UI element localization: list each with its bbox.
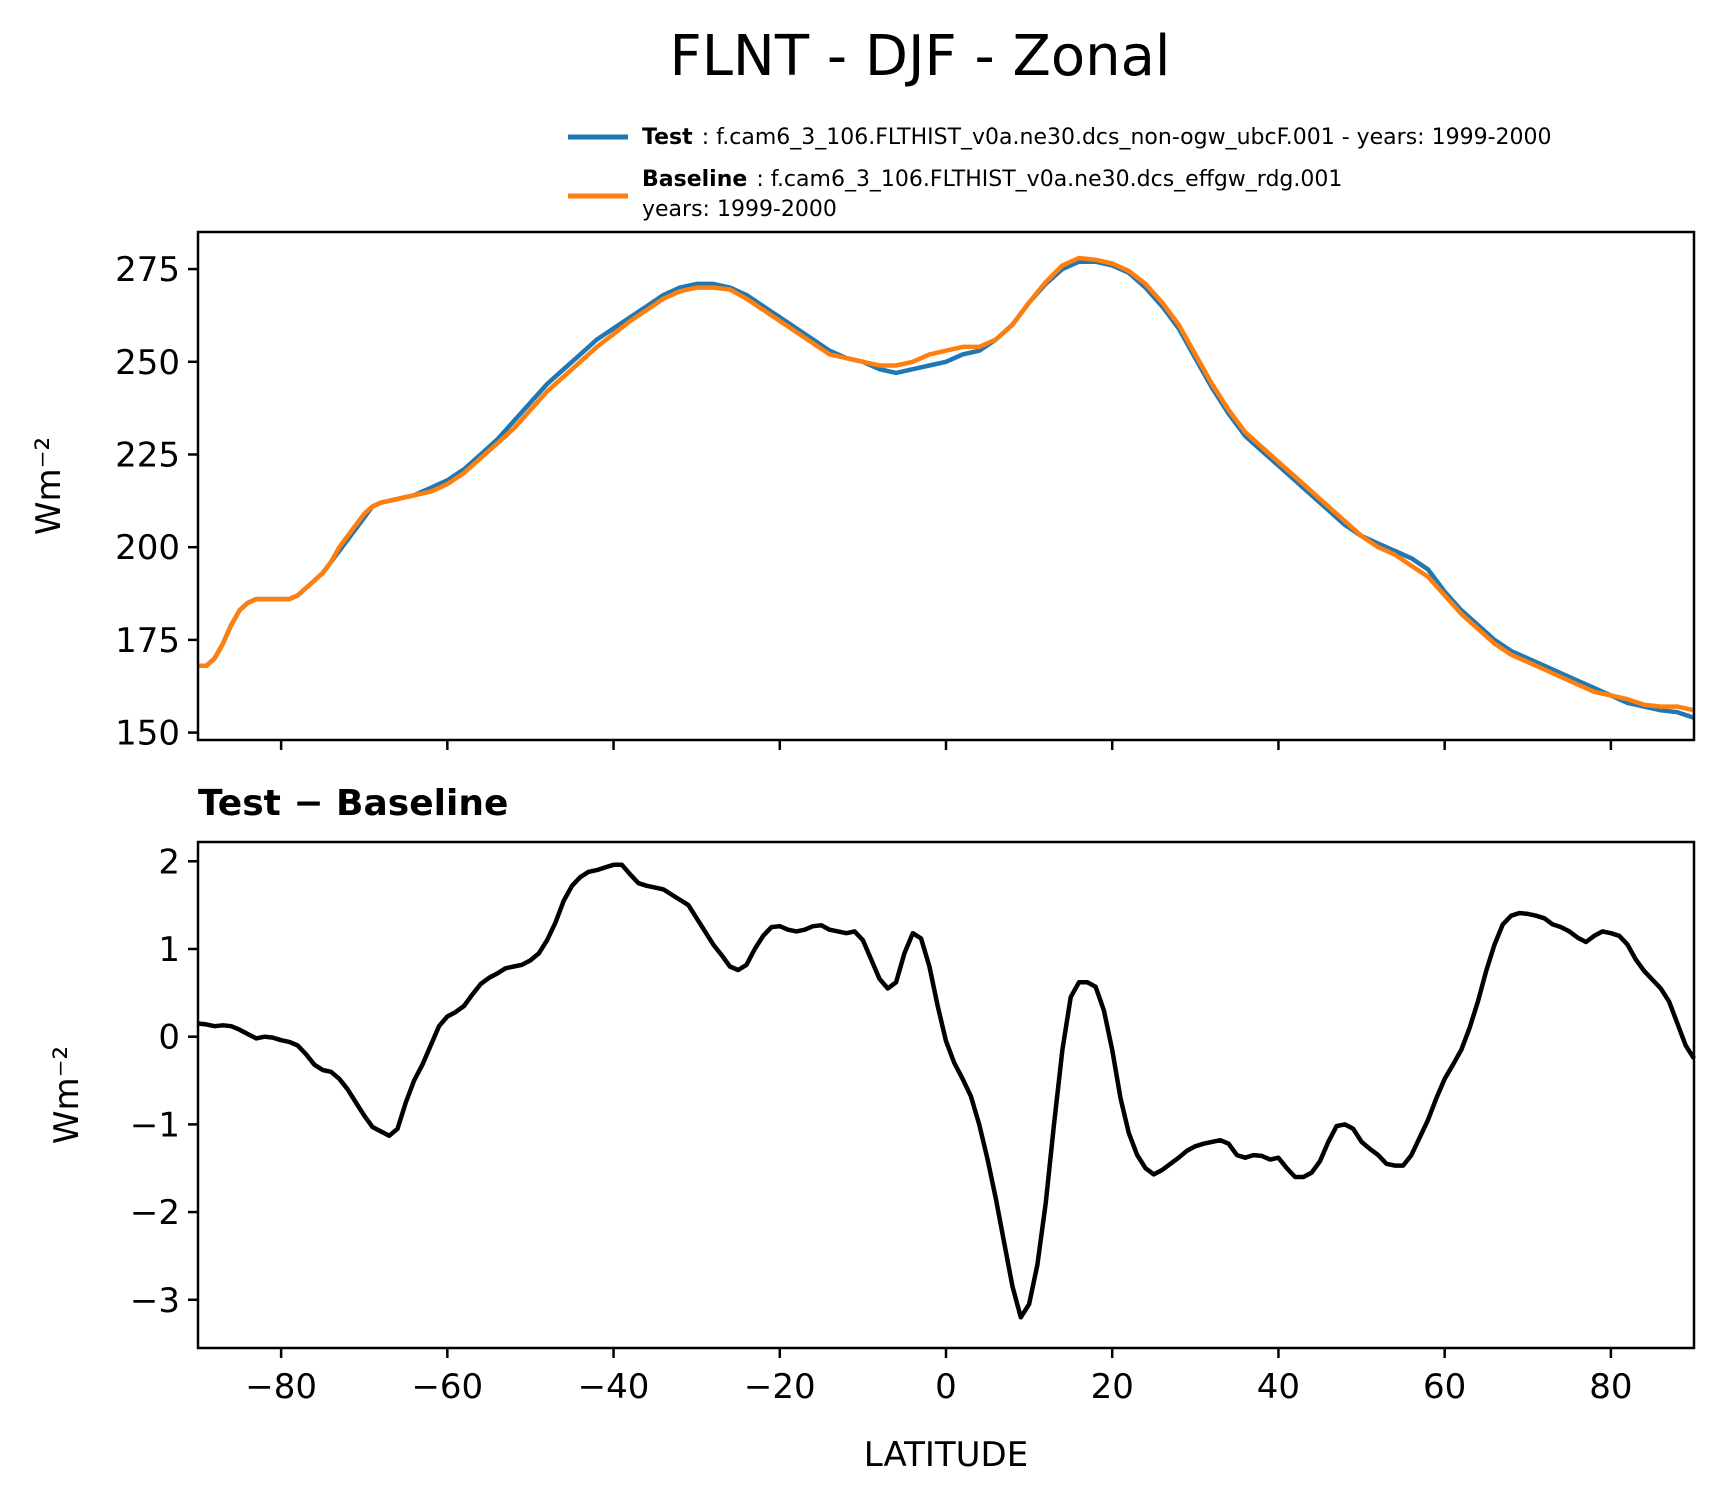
bottom-ytick-label: −1 bbox=[130, 1105, 180, 1145]
diff-title: Test − Baseline bbox=[198, 783, 508, 824]
top-ytick-label: 150 bbox=[115, 714, 180, 754]
bottom-xtick-label: −60 bbox=[411, 1367, 483, 1407]
top-ytick-label: 225 bbox=[115, 435, 180, 475]
legend-baseline-label: Baseline bbox=[642, 167, 747, 192]
top-ytick-label: 275 bbox=[115, 250, 180, 290]
legend-baseline-years: years: 1999-2000 bbox=[642, 197, 837, 222]
bottom-ytick-label: 0 bbox=[158, 1018, 180, 1058]
bottom-xtick-label: 0 bbox=[935, 1367, 957, 1407]
legend-test-text: : f.cam6_3_106.FLTHIST_v0a.ne30.dcs_non-… bbox=[702, 125, 1552, 150]
x-axis-label: LATITUDE bbox=[864, 1435, 1028, 1475]
legend-test-label: Test bbox=[642, 125, 693, 150]
top-ytick-label: 175 bbox=[115, 621, 180, 661]
bottom-xtick-label: 60 bbox=[1423, 1367, 1466, 1407]
bottom-ytick-label: −2 bbox=[130, 1193, 180, 1233]
top-series-line-test bbox=[198, 259, 1695, 720]
bottom-xtick-label: 20 bbox=[1091, 1367, 1134, 1407]
figure-title: FLNT - DJF - Zonal bbox=[670, 24, 1171, 89]
legend: Test : f.cam6_3_106.FLTHIST_v0a.ne30.dcs… bbox=[568, 125, 1552, 222]
top-ytick-label: 200 bbox=[115, 528, 180, 568]
top-series-line-baseline bbox=[198, 255, 1695, 713]
svg-text:Baseline : f.cam6_3_106.: Baseline : f.cam6_3_106.FLTHIST_v0a.ne30… bbox=[642, 167, 1342, 192]
top-ticks: 150 175 200 225 250 275 bbox=[115, 250, 1613, 754]
bottom-ytick-label: −3 bbox=[130, 1281, 180, 1321]
bottom-ticks: 2 1 0 −1 −2 −3 −80 −60 −40 −20 0 20 40 60 80 bbox=[130, 842, 1633, 1407]
bottom-ytick-label: 2 bbox=[158, 842, 180, 882]
bottom-xtick-label: 40 bbox=[1257, 1367, 1300, 1407]
svg-text:Test : f.cam6_3_106.FLTH: Test : f.cam6_3_106.FLTHIST_v0a.ne30.dcs… bbox=[642, 125, 1552, 150]
bottom-xtick-label: −40 bbox=[578, 1367, 650, 1407]
top-series bbox=[198, 255, 1695, 720]
top-axes-frame bbox=[196, 230, 1696, 742]
bottom-ytick-label: 1 bbox=[158, 930, 180, 970]
bottom-series-line-diff bbox=[197, 862, 1696, 1320]
top-ytick-label: 250 bbox=[115, 343, 180, 383]
bottom-series bbox=[197, 862, 1696, 1320]
bottom-xtick-label: −80 bbox=[245, 1367, 317, 1407]
bottom-ylabel: Wm⁻² bbox=[47, 1046, 87, 1144]
bottom-axes-frame bbox=[196, 840, 1696, 1350]
top-panel: 150 175 200 225 250 275 Wm⁻² bbox=[29, 230, 1696, 754]
top-ylabel: Wm⁻² bbox=[29, 437, 69, 535]
bottom-xtick-label: −20 bbox=[744, 1367, 816, 1407]
bottom-xtick-label: 80 bbox=[1589, 1367, 1632, 1407]
legend-baseline-text: : f.cam6_3_106.FLTHIST_v0a.ne30.dcs_effg… bbox=[756, 167, 1342, 192]
bottom-panel: 2 1 0 −1 −2 −3 −80 −60 −40 −20 0 20 40 60 80 Wm⁻² LATI… bbox=[47, 840, 1696, 1475]
